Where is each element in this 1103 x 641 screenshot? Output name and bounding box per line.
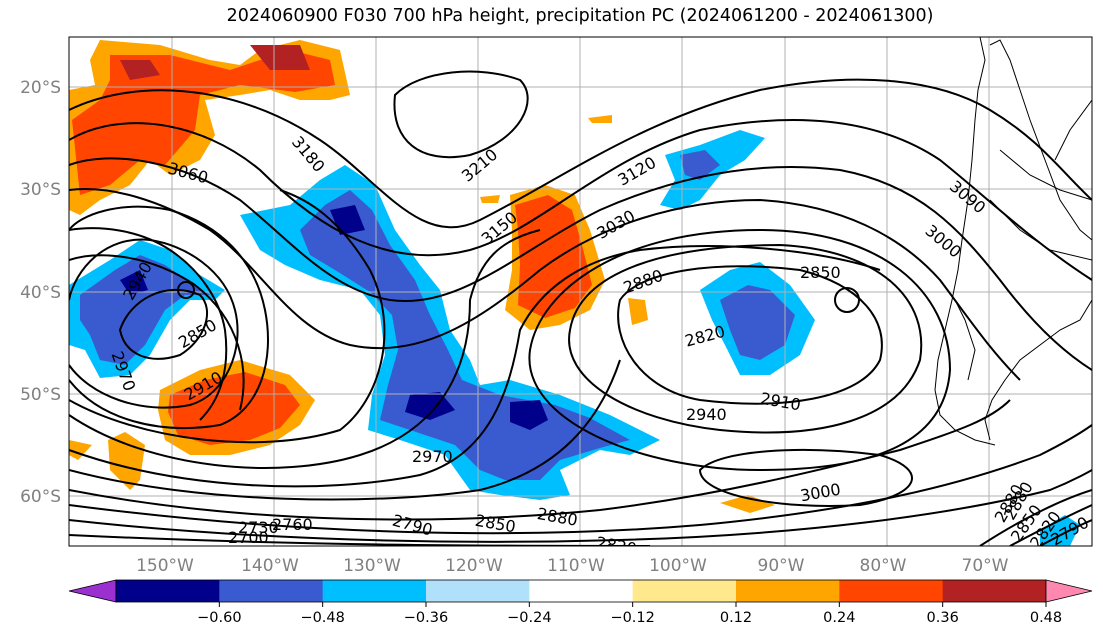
map-frame: [68, 36, 1093, 547]
colorbar-tick-label: −0.36: [404, 610, 448, 626]
colorbar: −0.60 −0.48 −0.36 −0.24 −0.12 0.12 0.24 0.36 0.4…: [68, 579, 1093, 626]
lat-label: 20°S: [20, 78, 61, 98]
lat-label: 50°S: [20, 385, 61, 405]
colorbar-extend-low: [68, 579, 117, 603]
colorbar-cell: [736, 580, 840, 602]
lon-label: 70°W: [962, 556, 1009, 576]
colorbar-cell: [942, 580, 1047, 602]
colorbar-tick-label: 0.12: [720, 610, 752, 626]
colorbar-cell: [529, 580, 634, 602]
colorbar-cell: [426, 580, 530, 602]
lon-label: 140°W: [241, 556, 299, 576]
lon-label: 110°W: [547, 556, 605, 576]
colorbar-tick-label: −0.24: [507, 610, 551, 626]
lat-label: 40°S: [20, 283, 61, 303]
colorbar-tick-label: 0.24: [823, 610, 855, 626]
colorbar-tick-label: 0.36: [927, 610, 959, 626]
contour-label: 2730: [238, 518, 279, 537]
precip-negative: [69, 130, 1080, 546]
colorbar-cell: [116, 580, 220, 602]
colorbar-cell: [632, 580, 737, 602]
lon-label: 80°W: [860, 556, 907, 576]
longitude-labels: 150°W 140°W 130°W 120°W 110°W 100°W 90°W…: [136, 556, 1009, 576]
colorbar-cell: [322, 580, 427, 602]
lon-label: 130°W: [343, 556, 401, 576]
contour-label: 2970: [412, 447, 453, 466]
lon-label: 100°W: [649, 556, 707, 576]
precip-positive: [69, 40, 775, 513]
colorbar-cell: [839, 580, 944, 602]
coastline: [934, 37, 1092, 446]
contour-label: 2850: [800, 263, 841, 282]
colorbar-tick-label: −0.12: [610, 610, 654, 626]
colorbar-tick-label: −0.60: [197, 610, 241, 626]
colorbar-tick-label: −0.48: [300, 610, 344, 626]
map-title: 2024060900 F030 700 hPa height, precipit…: [226, 6, 934, 26]
contour-label: 2940: [686, 405, 727, 424]
lat-label: 30°S: [20, 180, 61, 200]
latitude-labels: 20°S 30°S 40°S 50°S 60°S: [20, 78, 61, 507]
colorbar-tick-label: 0.48: [1030, 610, 1062, 626]
colorbar-cell: [219, 580, 324, 602]
contour-label: 2700: [228, 528, 269, 547]
contour-label: 2760: [272, 515, 313, 534]
lon-label: 150°W: [136, 556, 194, 576]
lon-label: 120°W: [445, 556, 503, 576]
lon-label: 90°W: [758, 556, 805, 576]
colorbar-extend-high: [1045, 579, 1093, 603]
lat-label: 60°S: [20, 487, 61, 507]
